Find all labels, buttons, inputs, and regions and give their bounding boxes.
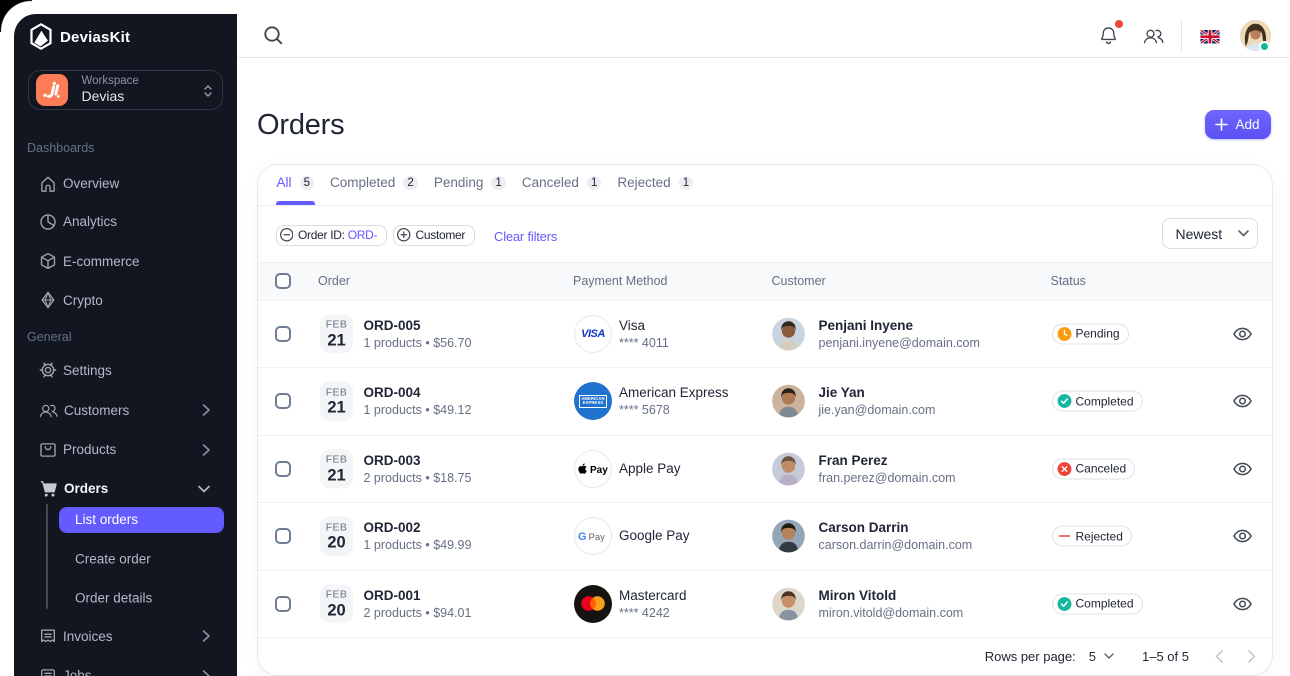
svg-text:Pay: Pay	[589, 532, 606, 542]
svg-text:Pay: Pay	[590, 465, 608, 475]
svg-text:G: G	[578, 531, 587, 542]
